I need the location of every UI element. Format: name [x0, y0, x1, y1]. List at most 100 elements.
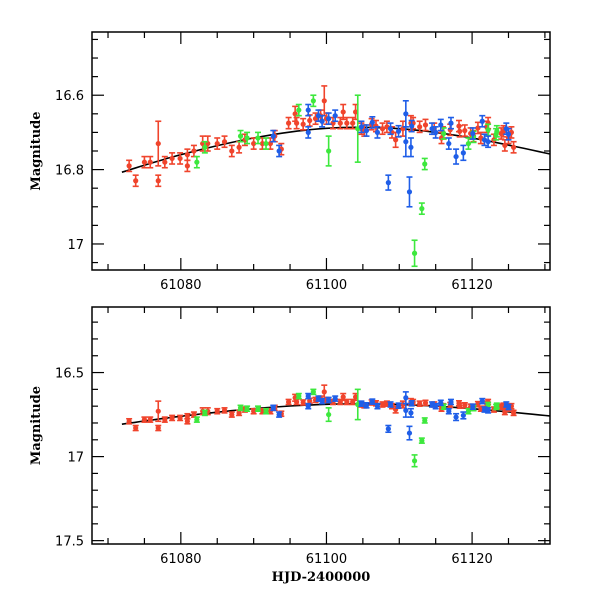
- bottom-red-data-point: [184, 417, 191, 425]
- bottom-y-tick-label: 17.5: [55, 535, 84, 550]
- bottom-blue-data-point: [402, 402, 409, 418]
- bottom-red-data-point: [343, 398, 350, 406]
- bottom-green-data-point: [201, 409, 208, 417]
- top-red-data-point: [343, 116, 350, 130]
- bottom-green-data-point: [421, 417, 428, 424]
- top-red-data-point: [228, 144, 235, 158]
- bottom-blue-data-point: [505, 403, 512, 411]
- top-green-data-point: [411, 239, 418, 268]
- bottom-green-data-point: [295, 392, 302, 400]
- bottom-red-data-point: [461, 402, 468, 409]
- bottom-green-data-point: [263, 407, 270, 415]
- bottom-green-data-point: [418, 437, 425, 444]
- top-red-data-point: [177, 152, 184, 165]
- bottom-y-axis-title: Magnitude: [29, 386, 44, 465]
- bottom-blue-data-point: [305, 392, 312, 400]
- top-red-data-point: [141, 155, 148, 169]
- bottom-y-tick-label: 16.5: [55, 367, 84, 382]
- top-blue-data-point: [319, 114, 326, 128]
- top-green-data-point: [418, 202, 425, 216]
- top-blue-data-point: [374, 126, 381, 139]
- top-red-data-point: [214, 137, 221, 150]
- bottom-x-tick-label: 61100: [306, 552, 347, 567]
- top-red-data-point: [340, 103, 347, 121]
- top-blue-data-point: [453, 148, 460, 165]
- bottom-green-data-point: [310, 388, 317, 396]
- top-blue-data-point: [445, 137, 452, 150]
- bottom-blue-data-point: [385, 424, 392, 434]
- top-green-data-point: [325, 135, 332, 167]
- top-plot-frame: [91, 31, 551, 271]
- top-blue-data-point: [432, 126, 439, 139]
- bottom-green-data-point: [244, 405, 251, 413]
- bottom-red-data-point: [169, 414, 176, 422]
- top-blue-data-point: [369, 115, 376, 129]
- bottom-red-data-point: [349, 398, 356, 406]
- top-green-data-point: [244, 131, 251, 145]
- bottom-blue-data-point: [363, 402, 370, 409]
- bottom-green-data-point: [193, 416, 200, 423]
- top-red-data-point: [306, 114, 313, 127]
- bottom-blue-data-point: [485, 407, 492, 414]
- top-red-data-point: [132, 174, 139, 188]
- top-blue-data-point: [402, 126, 409, 158]
- bottom-red-data-point: [155, 400, 162, 423]
- top-green-data-point: [465, 137, 472, 150]
- top-blue-data-point: [402, 99, 409, 128]
- bottom-red-data-point: [177, 414, 184, 422]
- top-red-data-point: [422, 118, 429, 132]
- bottom-red-data-point: [161, 416, 168, 423]
- top-red-data-point: [379, 122, 386, 136]
- top-red-data-point: [416, 120, 423, 134]
- bottom-blue-data-point: [469, 403, 476, 410]
- top-green-data-point: [310, 94, 317, 108]
- top-green-data-point: [237, 129, 244, 143]
- bottom-y-tick-label: 17: [67, 451, 84, 466]
- top-blue-data-point: [505, 127, 512, 141]
- top-blue-data-point: [408, 119, 415, 133]
- bottom-red-data-point: [221, 407, 228, 414]
- bottom-blue-data-point: [406, 425, 413, 441]
- top-red-data-point: [510, 140, 517, 154]
- bottom-red-data-point: [456, 402, 463, 409]
- bottom-red-data-point: [293, 398, 300, 406]
- top-blue-data-point: [387, 122, 394, 136]
- top-blue-data-point: [406, 176, 413, 208]
- top-green-data-point: [201, 140, 208, 154]
- bottom-green-data-point: [493, 402, 500, 409]
- top-blue-data-point: [363, 124, 370, 137]
- top-green-data-point: [354, 94, 361, 163]
- bottom-blue-data-point: [407, 407, 414, 418]
- top-x-tick-label: 61080: [160, 278, 201, 293]
- top-green-data-point: [193, 155, 200, 169]
- bottom-blue-data-point: [432, 402, 439, 410]
- top-red-data-point: [126, 159, 133, 173]
- top-blue-data-point: [479, 114, 486, 128]
- bottom-red-data-point: [285, 398, 292, 406]
- bottom-red-data-point: [214, 407, 221, 415]
- bottom-blue-data-point: [325, 396, 332, 404]
- top-green-data-point: [421, 157, 428, 171]
- bottom-blue-data-point: [358, 400, 365, 407]
- top-y-tick-label: 16.8: [55, 164, 84, 179]
- bottom-blue-data-point: [319, 397, 326, 405]
- bottom-blue-data-point: [395, 402, 402, 409]
- bottom-x-tick-label: 61080: [160, 552, 201, 567]
- bottom-blue-data-point: [276, 411, 283, 418]
- top-y-tick-label: 16.6: [55, 89, 84, 104]
- top-blue-data-point: [407, 137, 414, 158]
- top-red-data-point: [236, 140, 243, 154]
- top-red-data-point: [293, 116, 300, 130]
- top-blue-data-point: [305, 103, 312, 117]
- bottom-red-data-point: [422, 399, 429, 407]
- bottom-red-data-point: [141, 416, 148, 423]
- top-green-data-point: [255, 131, 262, 145]
- top-red-data-point: [169, 152, 176, 165]
- bottom-blue-data-point: [479, 397, 486, 405]
- top-red-data-point: [477, 131, 484, 145]
- top-blue-data-point: [385, 174, 392, 191]
- bottom-green-data-point: [237, 404, 244, 412]
- top-x-tick-label: 61100: [306, 278, 347, 293]
- top-blue-data-point: [305, 126, 312, 139]
- top-red-data-point: [184, 159, 191, 173]
